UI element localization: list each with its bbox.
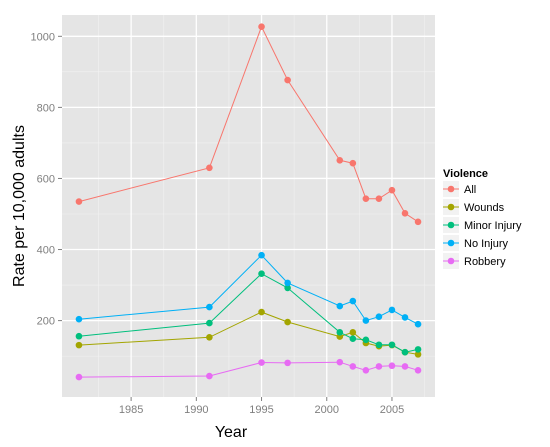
data-point-robbery (258, 359, 265, 366)
data-point-no-injury (362, 317, 370, 324)
data-point-no-injury (349, 297, 357, 305)
data-point-robbery (336, 358, 344, 366)
y-axis-title: Rate per 10,000 adults (11, 125, 28, 287)
legend-label-wounds: Wounds (464, 202, 505, 214)
y-tick-label: 200 (37, 316, 55, 328)
legend-marker-wounds (447, 203, 455, 211)
grid (62, 15, 435, 397)
data-point-minor-injury (258, 270, 265, 277)
data-point-wounds (284, 318, 291, 326)
plot-panel (62, 15, 435, 397)
data-point-all (258, 23, 265, 31)
x-tick-label: 1990 (184, 404, 208, 416)
data-point-robbery (388, 362, 396, 370)
data-point-wounds (349, 329, 357, 336)
data-point-robbery (349, 363, 357, 370)
data-point-no-injury (375, 313, 383, 320)
data-point-minor-injury (388, 341, 396, 349)
data-point-all (388, 186, 396, 194)
data-point-no-injury (284, 279, 291, 287)
y-tick-label: 400 (37, 245, 55, 257)
legend-label-no-injury: No Injury (464, 238, 509, 250)
series-layer (75, 23, 422, 381)
data-point-no-injury (388, 306, 396, 314)
data-point-robbery (75, 373, 83, 381)
legend-marker-all (447, 185, 455, 193)
y-tick-label: 800 (37, 102, 55, 114)
y-tick-label: 1000 (31, 31, 55, 43)
x-tick-label: 1985 (119, 404, 143, 416)
data-point-no-injury (414, 320, 422, 328)
x-axis-title: Year (215, 424, 248, 441)
data-point-all (414, 218, 422, 226)
legend-label-all: All (464, 184, 476, 196)
data-point-all (336, 157, 344, 164)
legend-marker-no-injury (447, 239, 455, 247)
data-point-wounds (75, 341, 83, 349)
data-point-no-injury (75, 315, 83, 323)
data-point-no-injury (206, 303, 213, 311)
data-point-all (349, 159, 357, 167)
data-point-minor-injury (414, 346, 422, 353)
data-point-robbery (206, 372, 213, 380)
data-point-all (284, 76, 291, 84)
data-point-wounds (414, 351, 422, 358)
data-point-all (206, 164, 213, 172)
data-point-no-injury (336, 302, 344, 310)
x-tick-label: 2000 (315, 404, 339, 416)
data-point-minor-injury (75, 332, 83, 340)
legend-title: Violence (443, 168, 488, 180)
data-point-minor-injury (362, 336, 370, 344)
x-axis: 1985 1990 1995 2000 2005 (119, 397, 404, 416)
data-point-all (362, 195, 370, 203)
data-point-robbery (375, 363, 383, 370)
legend-label-robbery: Robbery (464, 256, 506, 268)
y-tick-label: 600 (37, 173, 55, 185)
legend-marker-robbery (447, 257, 455, 265)
data-point-no-injury (258, 251, 265, 259)
data-point-all (75, 198, 83, 205)
legend-label-minor-injury: Minor Injury (464, 220, 522, 232)
data-point-minor-injury (284, 284, 291, 292)
data-point-minor-injury (375, 341, 383, 349)
data-point-wounds (258, 308, 265, 316)
data-point-minor-injury (401, 348, 409, 356)
x-tick-label: 1995 (249, 404, 273, 416)
data-point-minor-injury (206, 319, 213, 327)
legend: Violence All Wounds Minor Injury No Injury R… (443, 168, 522, 269)
y-axis: 200 400 600 800 1000 (31, 31, 62, 328)
data-point-no-injury (401, 314, 409, 321)
x-tick-label: 2005 (380, 404, 404, 416)
data-point-robbery (362, 367, 370, 374)
data-point-robbery (284, 359, 291, 367)
data-point-all (401, 209, 409, 217)
data-point-minor-injury (336, 329, 344, 336)
data-point-wounds (206, 334, 213, 341)
legend-marker-minor-injury (447, 221, 455, 229)
data-point-minor-injury (349, 335, 357, 343)
data-point-all (375, 195, 383, 203)
data-point-robbery (414, 367, 422, 374)
data-point-robbery (401, 363, 409, 370)
